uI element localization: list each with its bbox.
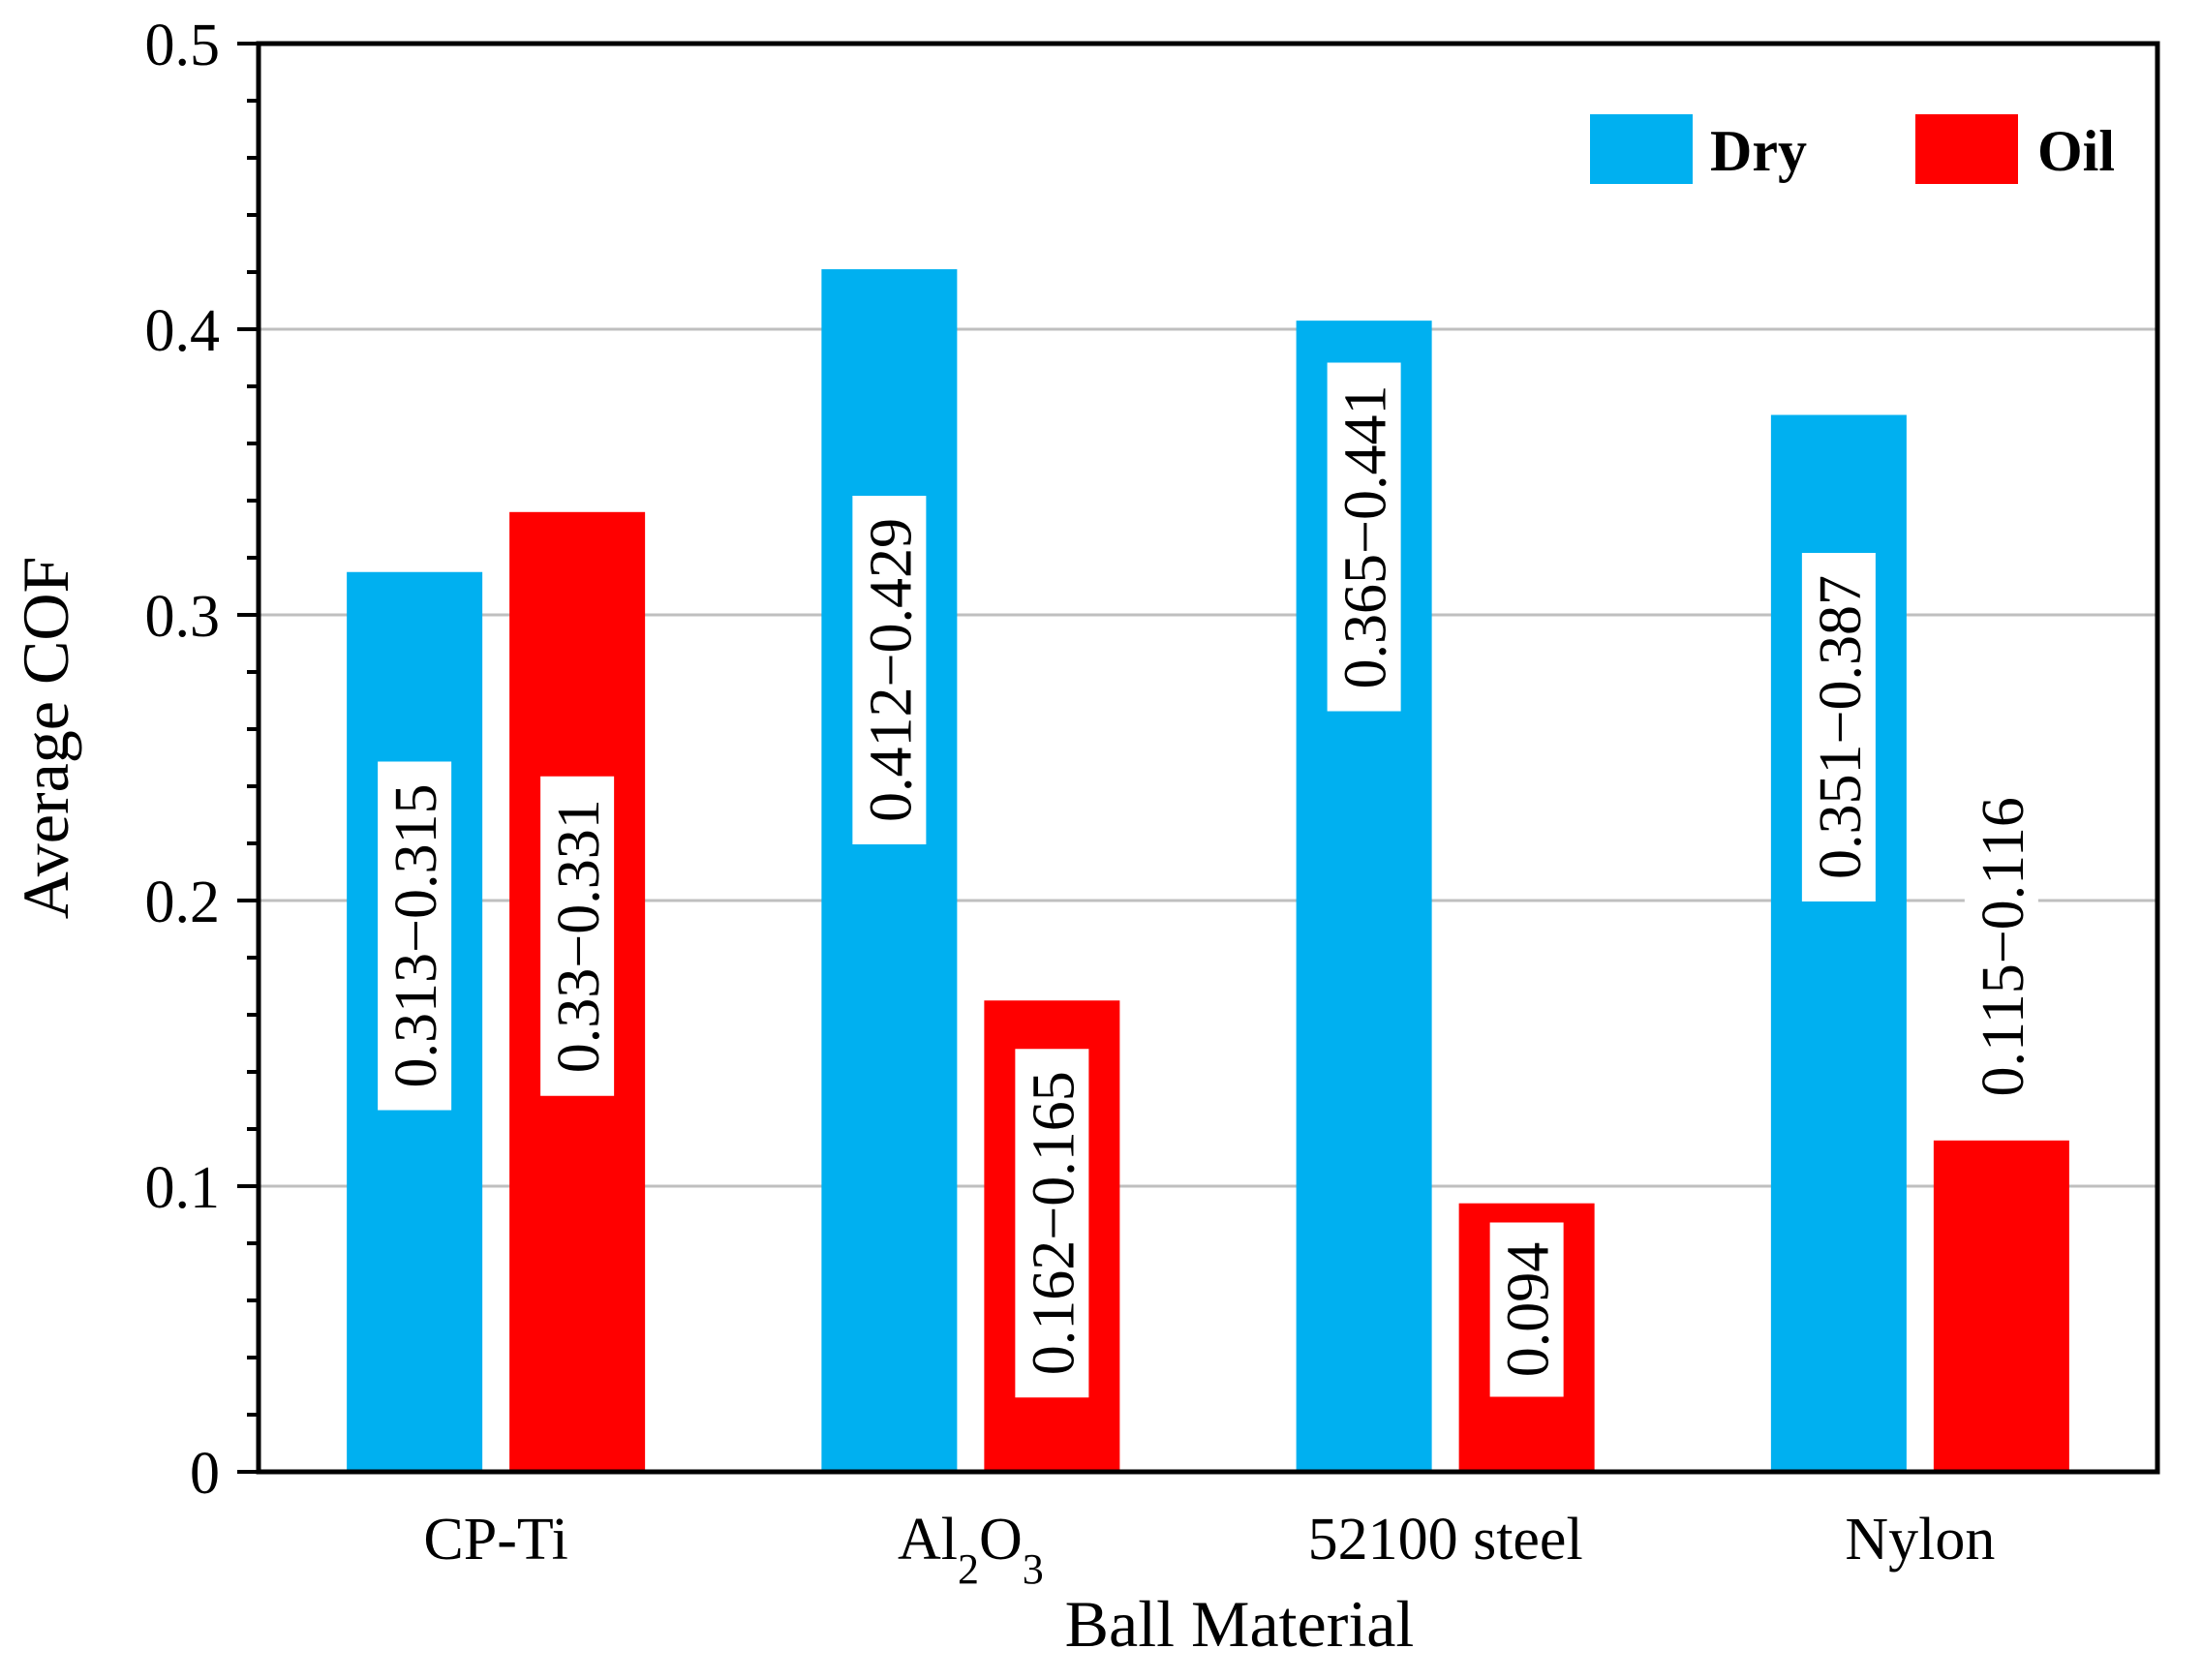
range-label-dry-2: 0.365−0.441	[1327, 362, 1401, 712]
range-label-box	[1327, 362, 1401, 712]
range-label-text: 0.162−0.165	[1021, 1071, 1086, 1375]
y-tick-label: 0.1	[145, 1155, 221, 1221]
x-category-label: Al2O3	[898, 1507, 1044, 1593]
legend-label-oil: Oil	[2037, 119, 2115, 183]
bar-oil-3	[1933, 1140, 2069, 1472]
x-category-label: CP-Ti	[423, 1507, 567, 1573]
range-label-box	[1489, 1222, 1564, 1397]
y-tick-label: 0.4	[145, 298, 221, 364]
range-label-text: 0.351−0.387	[1808, 575, 1874, 879]
range-label-text: 0.094	[1496, 1242, 1562, 1378]
legend: Dry Oil	[1590, 114, 2115, 184]
x-axis-title: Ball Material	[1065, 1587, 1415, 1661]
y-tick-label: 0.3	[145, 584, 221, 650]
x-category-label: Nylon	[1845, 1507, 1995, 1573]
legend-swatch-dry	[1590, 114, 1693, 184]
bar-dry-1	[821, 269, 958, 1472]
y-tick-label: 0.5	[145, 13, 221, 78]
range-label-dry-3: 0.351−0.387	[1801, 553, 1876, 901]
y-axis-title: Average COF	[9, 557, 82, 920]
x-category-label: 52100 steel	[1308, 1507, 1583, 1573]
range-label-oil-1: 0.162−0.165	[1015, 1049, 1089, 1398]
y-tick-label: 0	[190, 1441, 220, 1507]
range-label-dry-0: 0.313−0.315	[378, 761, 452, 1111]
range-label-oil-2: 0.094	[1489, 1222, 1564, 1397]
plot-frame	[256, 41, 2160, 1475]
legend-label-dry: Dry	[1710, 119, 1807, 183]
range-label-oil-3: 0.115−0.116	[1964, 772, 2038, 1121]
range-label-oil-0: 0.33−0.331	[540, 776, 615, 1096]
range-label-text: 0.115−0.116	[1971, 797, 2036, 1096]
range-label-box	[540, 776, 615, 1096]
range-label-box	[1964, 772, 2038, 1121]
range-label-box	[852, 496, 927, 844]
range-label-text: 0.412−0.429	[858, 518, 924, 822]
range-label-box	[378, 761, 452, 1111]
range-label-box	[1015, 1049, 1089, 1398]
axes: 0 0.1 0.2 0.3 0.4 0.5 CP-Ti Al2O3 52100 steel Nyl…	[145, 13, 2160, 1593]
range-label-text: 0.365−0.441	[1333, 385, 1399, 689]
range-labels: 0.313−0.315 0.412−0.429 0.365−0.441 0.351−0…	[378, 362, 2038, 1398]
range-label-dry-1: 0.412−0.429	[852, 496, 927, 844]
range-label-text: 0.33−0.331	[546, 799, 612, 1073]
legend-swatch-oil	[1915, 114, 2018, 184]
y-tick-label: 0.2	[145, 870, 221, 935]
range-label-box	[1801, 553, 1876, 901]
range-label-text: 0.313−0.315	[383, 784, 449, 1088]
